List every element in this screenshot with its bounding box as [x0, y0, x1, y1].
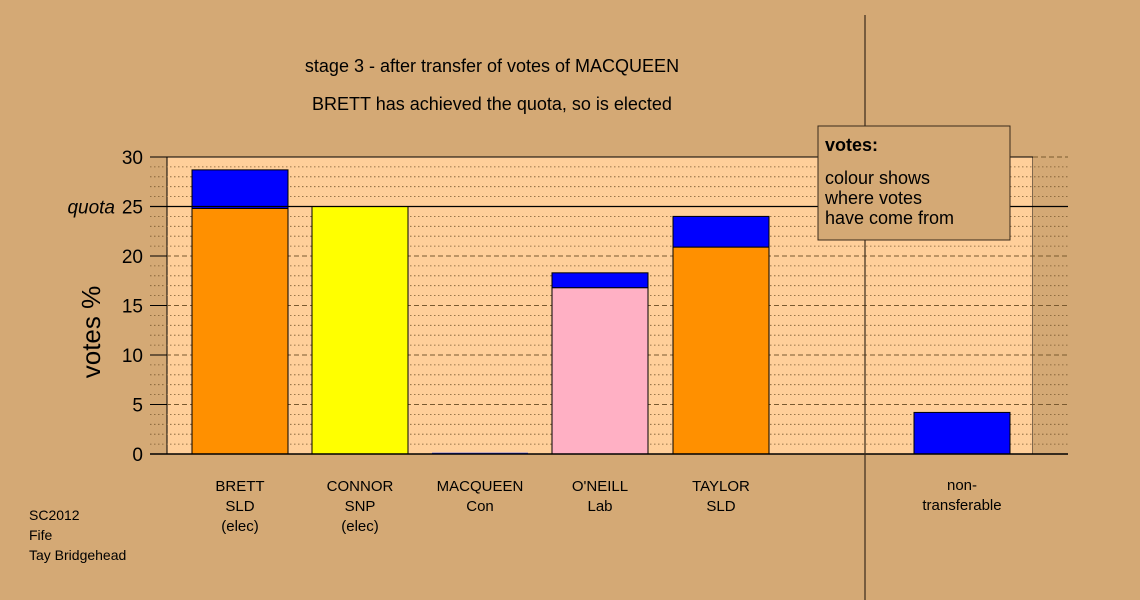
category-label: Con [466, 498, 494, 515]
category-label: SLD [706, 498, 735, 515]
y-tick-label: 5 [132, 396, 143, 417]
category-label: BRETT [215, 478, 264, 495]
legend-line: where votes [824, 188, 922, 208]
bar-5-transfer [913, 411, 1011, 455]
legend-title: votes: [825, 135, 878, 155]
y-tick-label: 10 [122, 346, 143, 367]
category-label: (elec) [341, 518, 379, 535]
bar-3-transfer [551, 272, 649, 289]
category-label: SNP [345, 498, 376, 515]
chart-title: stage 3 - after transfer of votes of MAC… [305, 56, 679, 76]
bar-1-base [311, 206, 409, 455]
bars [191, 169, 1011, 455]
footnote: SC2012 Fife Tay Bridgehead [29, 505, 126, 565]
category-label: non- [947, 477, 977, 494]
bar-4-transfer [672, 215, 770, 248]
footnote-ward: Tay Bridgehead [29, 547, 127, 563]
category-label: SLD [225, 498, 254, 515]
bar-3-base [551, 287, 649, 455]
bar-0-base [191, 207, 289, 455]
y-tick-label: 15 [122, 297, 143, 318]
category-label: TAYLOR [692, 478, 750, 495]
labels: 0 5 10 15 20 25 30 quota BRETT SLD (elec) CONNOR SNP… [67, 148, 1001, 535]
category-label: transferable [922, 497, 1001, 514]
y-tick-label: 30 [122, 148, 143, 169]
legend-box [817, 125, 1011, 241]
category-label: (elec) [221, 518, 259, 535]
y-tick-label: 0 [132, 445, 143, 466]
chart-subtitle: BRETT has achieved the quota, so is elec… [312, 94, 672, 114]
bar-4-base [672, 246, 770, 455]
legend-line: colour shows [825, 168, 930, 188]
quota-label: quota [67, 198, 115, 219]
category-label: CONNOR [327, 478, 394, 495]
category-label: MACQUEEN [437, 478, 524, 495]
category-label: O'NEILL [572, 478, 628, 495]
y-tick-label: 20 [122, 247, 143, 268]
y-tick-label: 25 [122, 198, 143, 219]
footnote-council: Fife [29, 527, 53, 543]
category-label: Lab [587, 498, 612, 515]
y-axis-label: votes % [76, 286, 106, 379]
bar-0-transfer [191, 169, 289, 209]
legend-line: have come from [825, 208, 954, 228]
footnote-election: SC2012 [29, 507, 80, 523]
